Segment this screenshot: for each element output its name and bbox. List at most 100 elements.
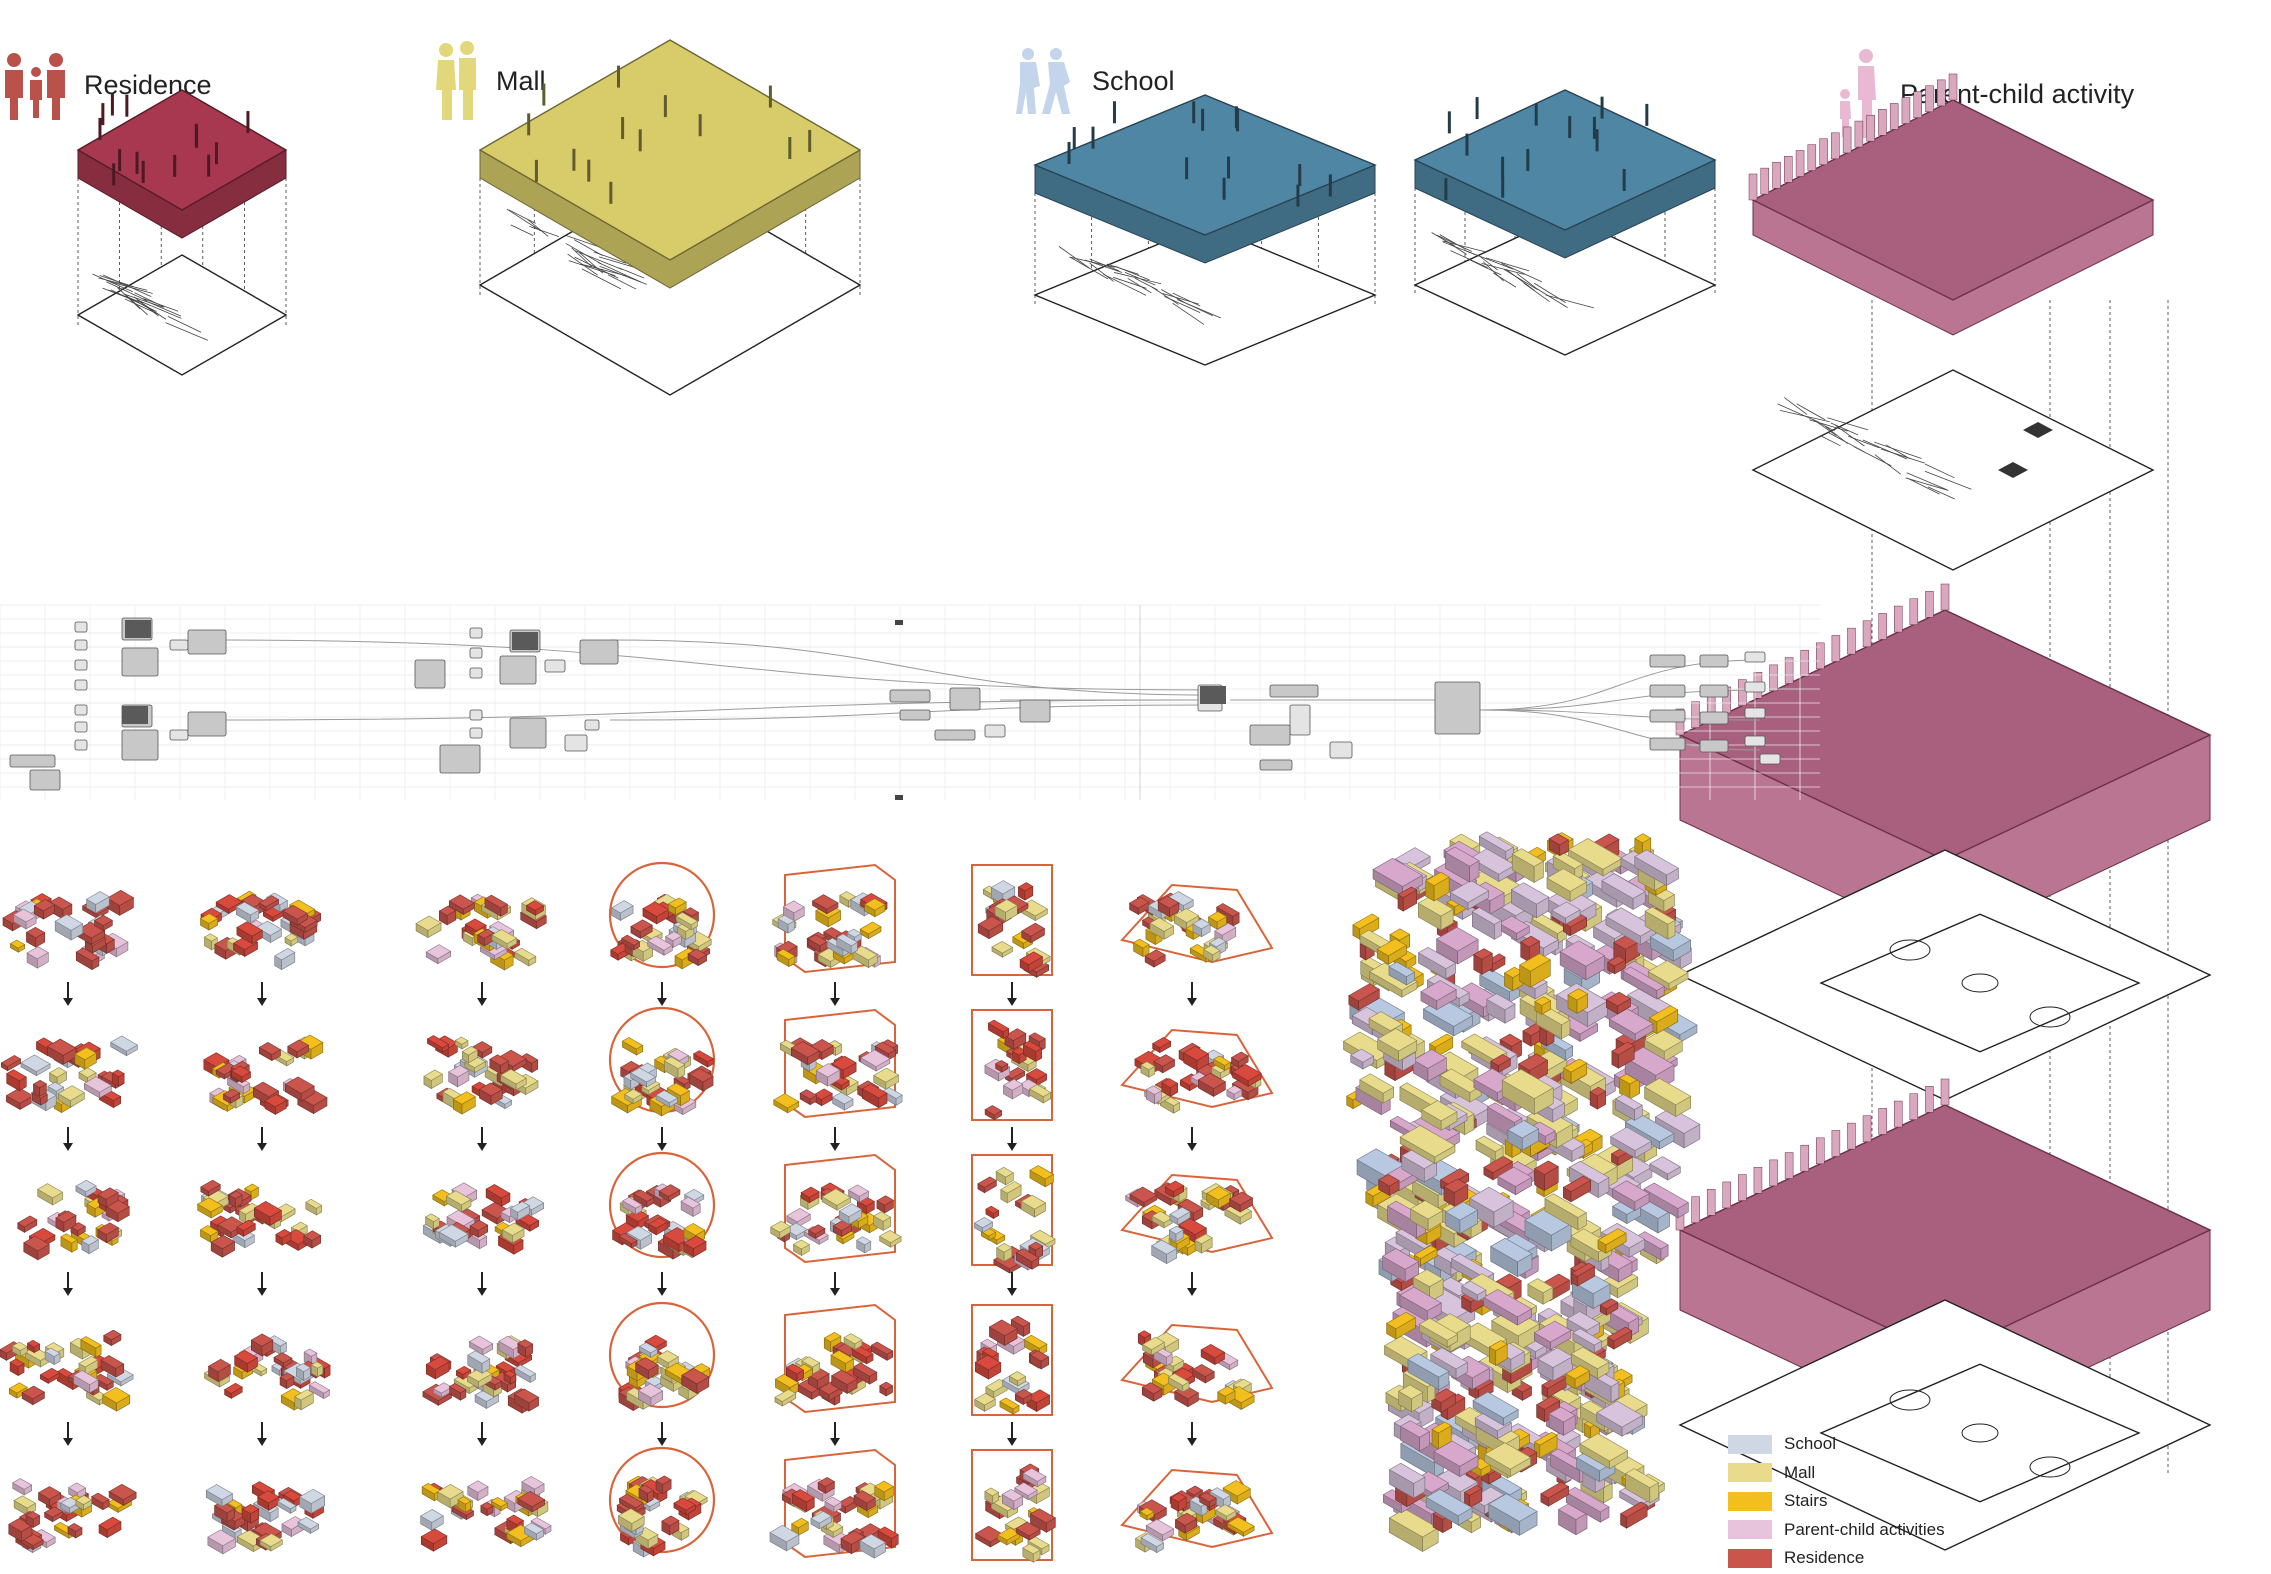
- mass-block: [445, 1190, 472, 1213]
- plan-wall: [1880, 448, 1925, 464]
- tower-block: [1376, 938, 1408, 965]
- mass-block: [1151, 1239, 1178, 1265]
- arch-column: [1913, 91, 1922, 118]
- arch-column: [1691, 1196, 1700, 1223]
- mass-block: [1206, 1186, 1231, 1209]
- tower-block: [1562, 913, 1588, 937]
- plan-object: [1998, 462, 2028, 478]
- mass-block: [1019, 951, 1044, 973]
- legend: School Mall Stairs Parent-child activiti…: [1728, 1430, 1945, 1573]
- mass-block: [621, 1037, 644, 1056]
- graph-node: [469, 709, 483, 721]
- mass-block: [859, 1533, 887, 1559]
- arrow-head: [1187, 1143, 1197, 1151]
- tower-block: [1605, 907, 1657, 946]
- legend-swatch: [1728, 1520, 1772, 1540]
- mass-block: [658, 1184, 681, 1202]
- mass-block: [489, 1054, 509, 1075]
- graph-node: [1699, 739, 1729, 753]
- plan-wall: [1089, 258, 1120, 272]
- mass-block: [6, 1069, 27, 1092]
- tower-block: [1381, 1248, 1420, 1283]
- arrow-head: [1007, 998, 1017, 1006]
- arch-column: [1807, 144, 1817, 171]
- plan-wall: [1124, 271, 1156, 286]
- tower-block: [1524, 1208, 1572, 1252]
- plan-wall: [619, 267, 645, 279]
- tower-block: [1412, 1049, 1447, 1082]
- mass-block: [93, 914, 113, 932]
- mass-block: [106, 889, 135, 916]
- mass-block: [78, 1355, 99, 1376]
- wedge-container: [1120, 883, 1274, 964]
- tower-block: [1490, 1237, 1533, 1278]
- mass-block: [241, 1503, 260, 1524]
- tower-block: [1483, 1442, 1532, 1478]
- graph-node: [1329, 741, 1353, 759]
- plan-wall: [1545, 294, 1594, 309]
- mass-block: [421, 1483, 441, 1502]
- arrow-head: [657, 1143, 667, 1151]
- arrow-head: [830, 1143, 840, 1151]
- mass-block: [1226, 1085, 1243, 1101]
- tower-block: [1348, 983, 1380, 1011]
- activity-plan: [1678, 849, 2212, 1101]
- mass-block: [879, 1229, 902, 1248]
- mass-block: [299, 1488, 326, 1514]
- mass-block: [860, 1049, 891, 1072]
- tower-block: [1537, 1347, 1574, 1382]
- plan-wall: [597, 262, 641, 283]
- plan-wall: [1450, 250, 1488, 268]
- graph-node: [1699, 711, 1729, 725]
- mass-block: [25, 926, 46, 948]
- mass-block: [57, 1085, 85, 1108]
- arch-column: [1909, 1093, 1919, 1120]
- mass-block: [776, 948, 796, 968]
- tower-block: [1463, 1485, 1483, 1509]
- graph-node: [169, 639, 189, 651]
- graph-node: [1249, 724, 1291, 746]
- graph-node: [1289, 704, 1311, 736]
- tower-block: [1421, 1100, 1458, 1131]
- mass-block: [1145, 1519, 1175, 1542]
- tower-block: [1619, 1501, 1648, 1529]
- mass-block: [800, 1186, 820, 1204]
- plan-wall: [1533, 282, 1566, 303]
- plan-object: [2023, 422, 2053, 438]
- mass-block: [415, 915, 442, 939]
- mass-block: [1217, 1386, 1236, 1405]
- activity-floor: [1751, 99, 2155, 301]
- plan-wall: [1812, 419, 1835, 432]
- mass-block: [973, 1217, 994, 1234]
- tower-block: [1634, 849, 1680, 887]
- mass-block: [1200, 1344, 1226, 1366]
- plan-wall: [1442, 240, 1486, 253]
- tower-block: [1401, 1148, 1438, 1183]
- mass-block: [420, 1528, 448, 1552]
- volume-floor: [478, 39, 862, 261]
- tower-block: [1565, 1365, 1590, 1390]
- mass-block: [514, 1364, 537, 1384]
- arch-column: [1948, 73, 1958, 101]
- arch-column: [1909, 598, 1919, 625]
- mass-block: [1145, 1085, 1162, 1105]
- graph-node: [564, 734, 588, 752]
- graph-node: [1019, 699, 1051, 723]
- legend-label: Residence: [1784, 1548, 1865, 1568]
- mass-block: [5, 1087, 34, 1111]
- mass-block: [974, 1354, 1002, 1380]
- floor-plan: [1033, 224, 1377, 366]
- graph-node: [1649, 654, 1686, 668]
- arch-column: [1893, 1100, 1903, 1128]
- graph-node: [469, 727, 483, 739]
- tower-block: [1643, 1077, 1692, 1118]
- mass-block: [1021, 922, 1046, 944]
- tower-block: [1540, 1481, 1570, 1507]
- arch-column: [1800, 649, 1809, 677]
- graph-node: [187, 711, 227, 737]
- tower-block: [1425, 1488, 1473, 1526]
- graph-node: [187, 629, 227, 655]
- massing-variant: [1120, 883, 1274, 968]
- mass-block: [624, 1088, 643, 1105]
- mass-block: [977, 916, 1004, 940]
